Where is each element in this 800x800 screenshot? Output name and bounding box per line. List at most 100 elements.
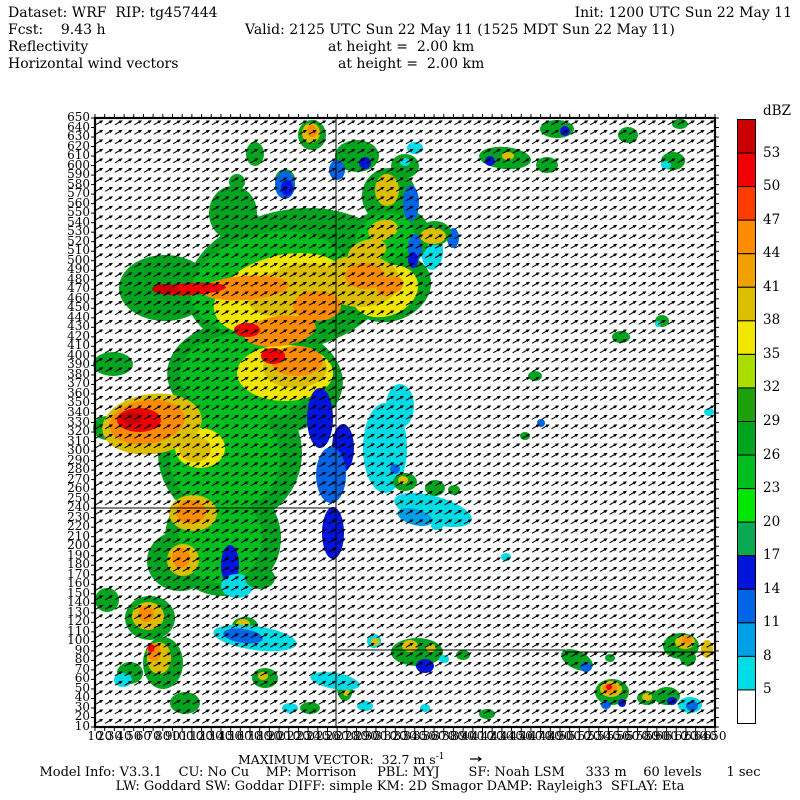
y-tick-label: 640: [67, 119, 90, 134]
x-tick-label: 210: [277, 729, 301, 743]
plot-area: [91, 114, 719, 731]
colorbar-units-label: dBZ: [763, 103, 791, 119]
colorbar-tick-label: 17: [763, 547, 781, 564]
x-tick-label: 400: [461, 729, 485, 743]
x-tick-label: 130: [199, 729, 223, 743]
x-tick-label: 40: [116, 729, 132, 743]
x-tick-label: 460: [519, 729, 543, 743]
colorbar-tick-label: 32: [763, 379, 781, 396]
x-tick-label: 50: [126, 729, 142, 743]
x-tick-label: 650: [703, 729, 727, 743]
y-tick-label: 270: [67, 471, 90, 486]
colorbar-swatch: [737, 186, 756, 221]
plot-border: [93, 116, 717, 729]
y-tick-label: 170: [67, 566, 90, 581]
colorbar-swatch: [737, 320, 756, 355]
colorbar: [737, 119, 756, 725]
x-tick-label: 450: [509, 729, 533, 743]
max-vector-value: 32.7 m s: [373, 752, 436, 768]
header-dataset: Dataset: WRF RIP: tg457444: [8, 5, 218, 21]
x-tick-label: 390: [451, 729, 475, 743]
y-tick-label: 410: [67, 338, 90, 353]
y-tick-label: 10: [74, 719, 90, 733]
x-tick-label: 570: [626, 729, 649, 743]
x-tick-label: 610: [664, 729, 688, 743]
colorbar-swatch: [737, 521, 756, 557]
colorbar-tick-label: 8: [763, 647, 772, 664]
footer-model-info-2: LW: Goddard SW: Goddar DIFF: simple KM: …: [115, 779, 685, 794]
y-tick-label: 250: [67, 490, 90, 505]
colorbar-tick-label: 14: [763, 580, 781, 597]
colorbar-tick-label: 53: [763, 144, 781, 161]
max-vector-arrow-icon: [470, 756, 483, 762]
x-tick-label: 420: [480, 729, 504, 743]
y-tick-label: 380: [67, 366, 90, 381]
colorbar-swatch: [737, 622, 756, 657]
x-tick-label: 100: [170, 729, 194, 743]
colorbar-tick-label: 5: [763, 681, 772, 698]
y-tick-label: 500: [67, 252, 90, 267]
colorbar-tick-label: 20: [763, 513, 781, 530]
y-tick-label: 150: [67, 585, 90, 600]
colorbar-tick-label: 35: [763, 345, 781, 362]
x-tick-label: 540: [596, 729, 620, 743]
y-tick-label: 450: [67, 300, 90, 315]
x-tick-label: 250: [316, 729, 339, 743]
y-tick-label: 30: [74, 699, 90, 714]
field-label-reflectivity: Reflectivity: [8, 39, 89, 55]
y-tick-label: 550: [67, 205, 90, 220]
y-tick-label: 280: [67, 462, 90, 477]
x-tick-label: 190: [257, 729, 281, 743]
x-tick-label: 370: [432, 729, 456, 743]
colorbar-swatch: [737, 588, 756, 624]
x-tick-label: 520: [577, 729, 601, 743]
colorbar-swatch: [737, 689, 756, 725]
y-tick-label: 370: [67, 376, 90, 391]
y-tick-label: 560: [67, 195, 90, 210]
colorbar-swatch: [737, 353, 756, 389]
y-tick-label: 350: [67, 395, 90, 410]
x-tick-label: 530: [587, 729, 611, 743]
x-tick-label: 220: [286, 729, 310, 743]
x-tick-label: 510: [567, 729, 591, 743]
y-tick-label: 600: [67, 157, 90, 172]
x-tick-label: 70: [145, 729, 161, 743]
x-tick-label: 550: [606, 729, 630, 743]
y-tick-label: 110: [67, 623, 90, 638]
x-tick-label: 80: [155, 729, 171, 743]
field-height-wind-vectors: at height = 2.00 km: [338, 56, 485, 72]
x-tick-label: 430: [490, 729, 514, 743]
y-tick-label: 90: [74, 642, 90, 657]
x-tick-label: 600: [655, 729, 679, 743]
x-tick-label: 500: [558, 729, 582, 743]
header-fcst: Fcst: 9.43 h: [8, 22, 106, 38]
x-tick-label: 90: [164, 729, 181, 743]
x-tick-label: 380: [441, 729, 465, 743]
header-init: Init: 1200 UTC Sun 22 May 11: [574, 5, 792, 21]
y-tick-label: 190: [67, 547, 90, 562]
x-tick-label: 620: [674, 729, 698, 743]
y-tick-label: 70: [74, 661, 90, 676]
colorbar-tick-label: 38: [763, 312, 781, 329]
y-tick-label: 160: [67, 576, 90, 591]
field-label-wind-vectors: Horizontal wind vectors: [8, 56, 179, 72]
max-vector-exponent: -1: [435, 752, 445, 762]
y-tick-label: 510: [67, 243, 90, 258]
max-vector-prefix: MAXIMUM VECTOR:: [238, 752, 374, 768]
colorbar-swatch: [737, 555, 756, 590]
colorbar-tick-label: 26: [763, 446, 781, 463]
y-tick-label: 620: [67, 138, 90, 153]
wind-vectors-layer: [95, 118, 715, 727]
y-tick-label: 570: [67, 186, 90, 201]
colorbar-swatch: [737, 253, 756, 288]
y-tick-label: 140: [67, 595, 90, 610]
x-tick-label: 340: [403, 729, 427, 743]
x-tick-label: 270: [335, 729, 359, 743]
x-tick-label: 310: [374, 729, 398, 743]
x-tick-label: 290: [354, 729, 378, 743]
y-tick-label: 330: [67, 414, 90, 429]
x-tick-label: 410: [471, 729, 494, 743]
x-tick-label: 10: [87, 729, 103, 743]
x-tick-label: 280: [345, 729, 369, 743]
